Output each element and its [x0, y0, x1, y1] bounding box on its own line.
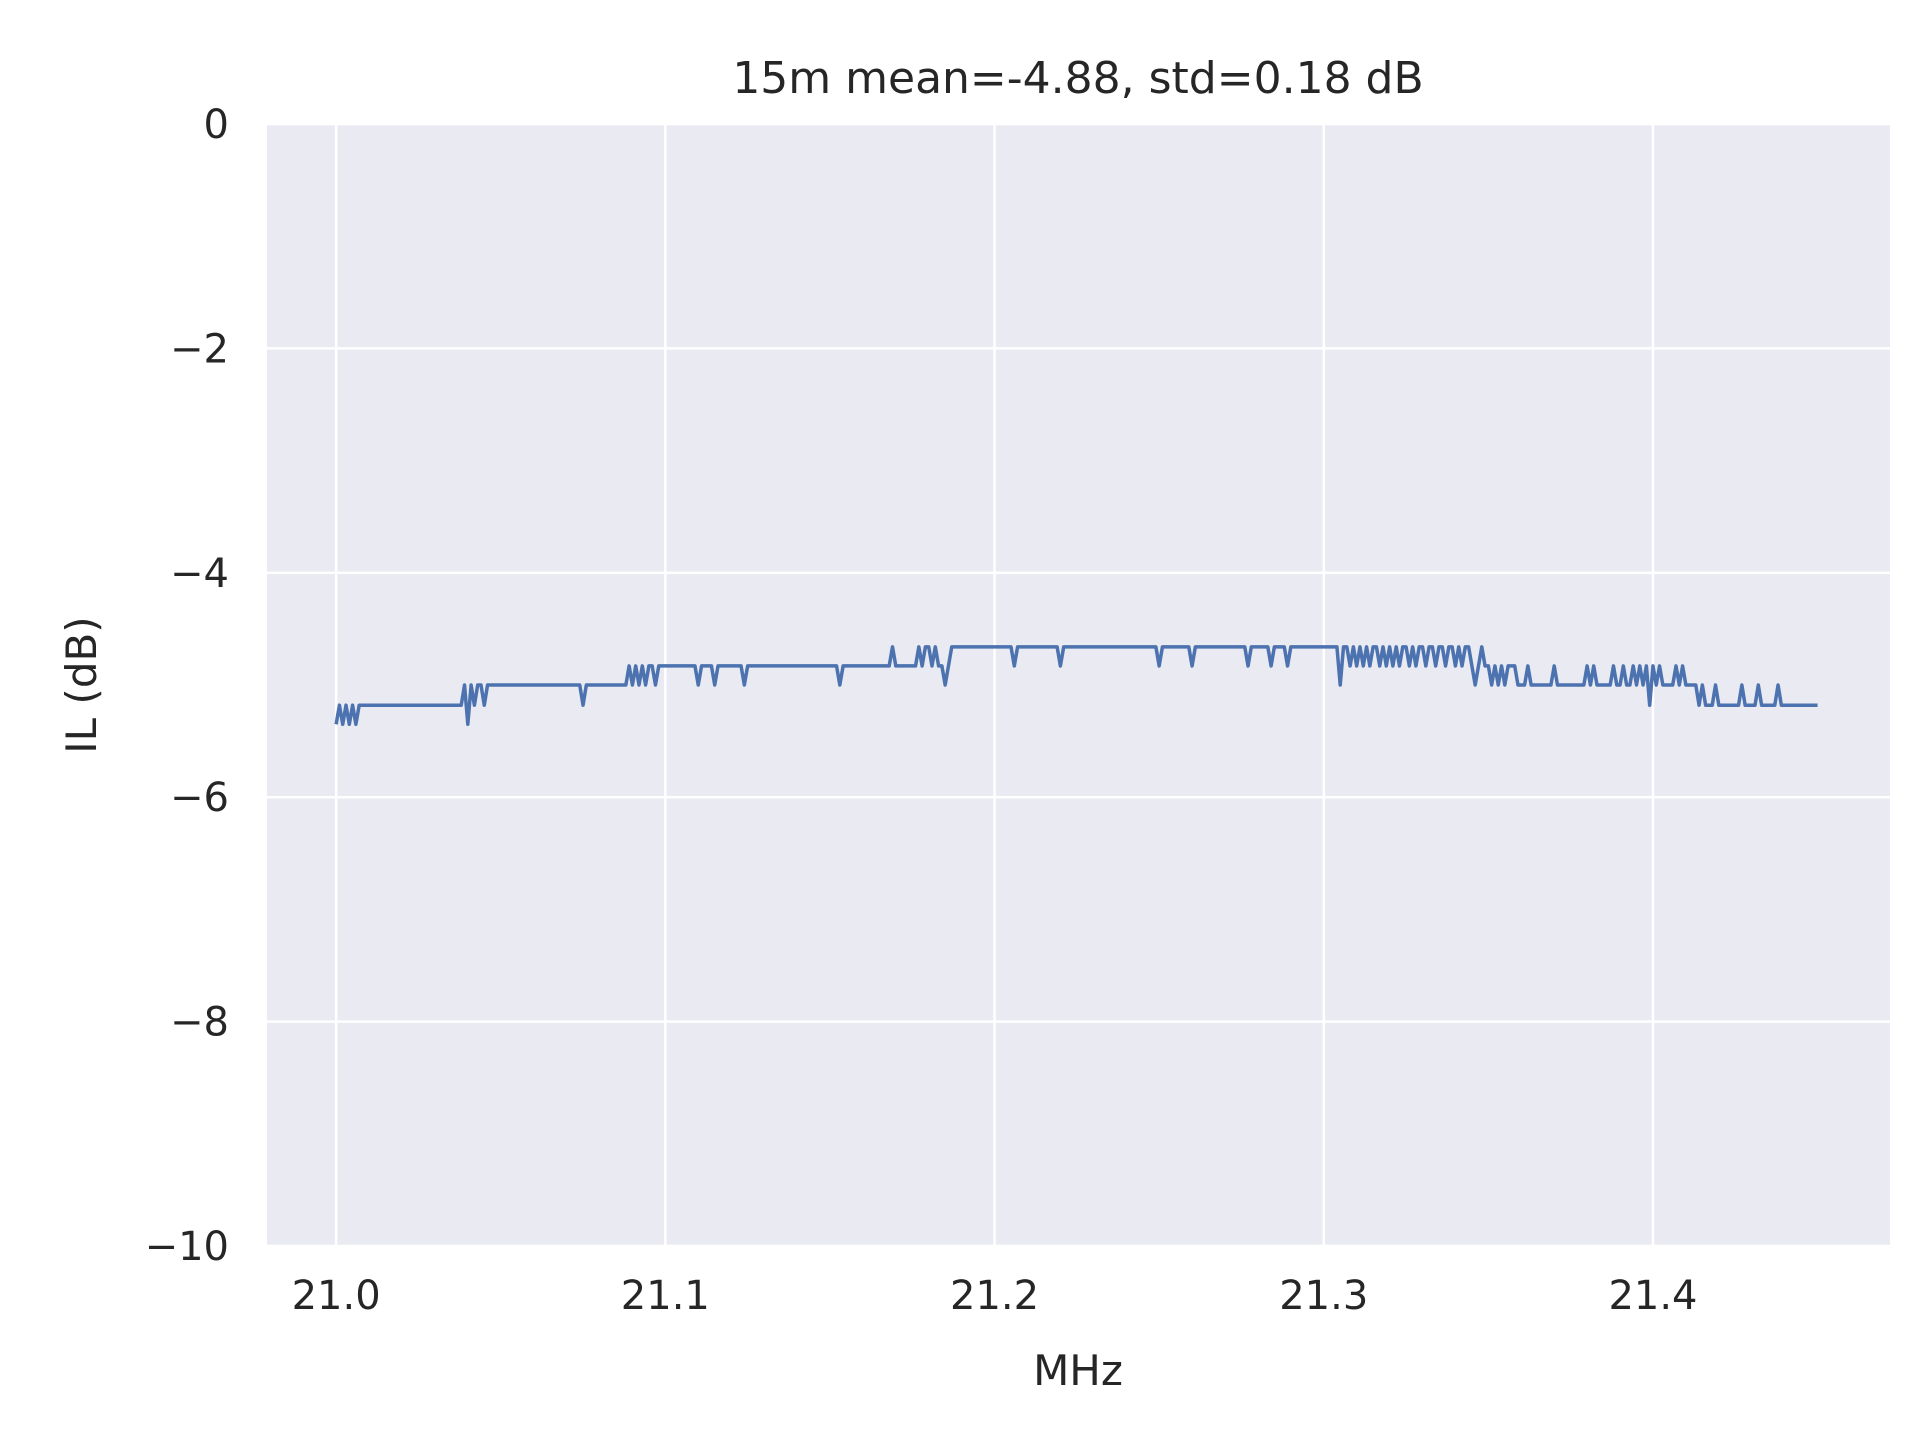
x-axis-label: MHz [1033, 1346, 1123, 1395]
series-layer [334, 645, 1818, 727]
x-tick-label: 21.0 [292, 1273, 381, 1319]
series-line [334, 645, 1818, 727]
y-tick-label: −10 [145, 1224, 229, 1270]
y-axis-ticks: 0 −2 −4 −6 −8 −10 [145, 102, 229, 1270]
x-tick-label: 21.3 [1279, 1273, 1368, 1319]
x-tick-label: 21.1 [621, 1273, 710, 1319]
x-tick-label: 21.4 [1608, 1273, 1697, 1319]
y-tick-label: −6 [170, 775, 229, 821]
y-tick-label: 0 [204, 102, 229, 148]
y-tick-label: −8 [170, 1000, 229, 1046]
chart-title: 15m mean=-4.88, std=0.18 dB [732, 53, 1423, 104]
x-axis-ticks: 21.0 21.1 21.2 21.3 21.4 [292, 1273, 1698, 1319]
y-axis-label: IL (dB) [57, 616, 106, 753]
y-tick-label: −4 [170, 551, 229, 597]
y-tick-label: −2 [170, 326, 229, 372]
x-tick-label: 21.2 [950, 1273, 1039, 1319]
grid-lines [267, 122, 1890, 1248]
